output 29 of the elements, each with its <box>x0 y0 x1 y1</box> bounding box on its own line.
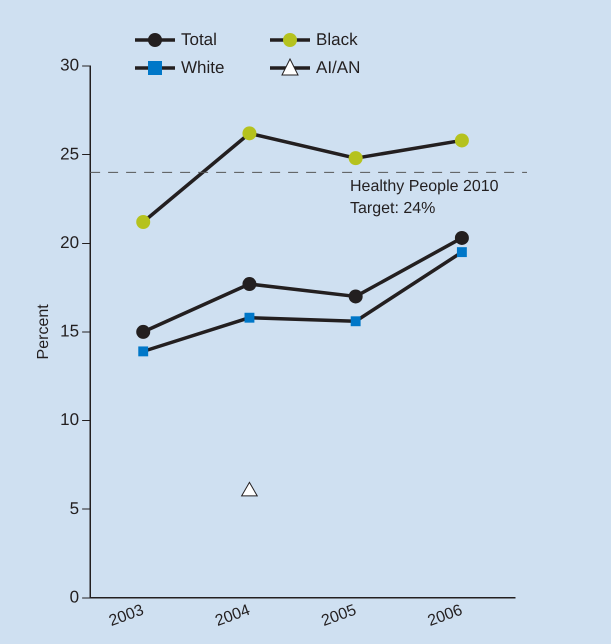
point <box>456 247 467 258</box>
y-tick-label: 20 <box>60 232 80 252</box>
point <box>136 324 150 339</box>
y-tick-label: 0 <box>70 587 80 606</box>
point <box>136 214 150 229</box>
legend-label: Black <box>316 30 358 50</box>
legend-label: AI/AN <box>316 58 360 78</box>
point <box>138 346 148 356</box>
legend-label: Total <box>181 30 217 50</box>
x-tick-label: 2004 <box>213 602 252 630</box>
x-tick-label: 2005 <box>319 602 359 630</box>
y-tick-label: 10 <box>60 410 80 430</box>
point <box>348 151 363 166</box>
point <box>242 126 256 140</box>
x-tick-label: 2003 <box>106 602 146 630</box>
x-tick-label: 2006 <box>426 602 465 630</box>
y-axis-title: Percent <box>35 304 52 360</box>
y-tick-label: 15 <box>60 322 80 341</box>
y-tick-label: 30 <box>60 56 80 75</box>
y-tick-label: 5 <box>70 498 80 518</box>
ref-line-label: Healthy People 2010 Target: 24% <box>350 178 499 217</box>
legend-label: White <box>181 58 224 78</box>
point <box>350 316 361 326</box>
point <box>242 277 256 292</box>
point <box>348 289 363 304</box>
point <box>454 230 469 245</box>
y-tick-label: 25 <box>60 144 80 164</box>
point <box>454 133 469 148</box>
point <box>244 312 254 323</box>
